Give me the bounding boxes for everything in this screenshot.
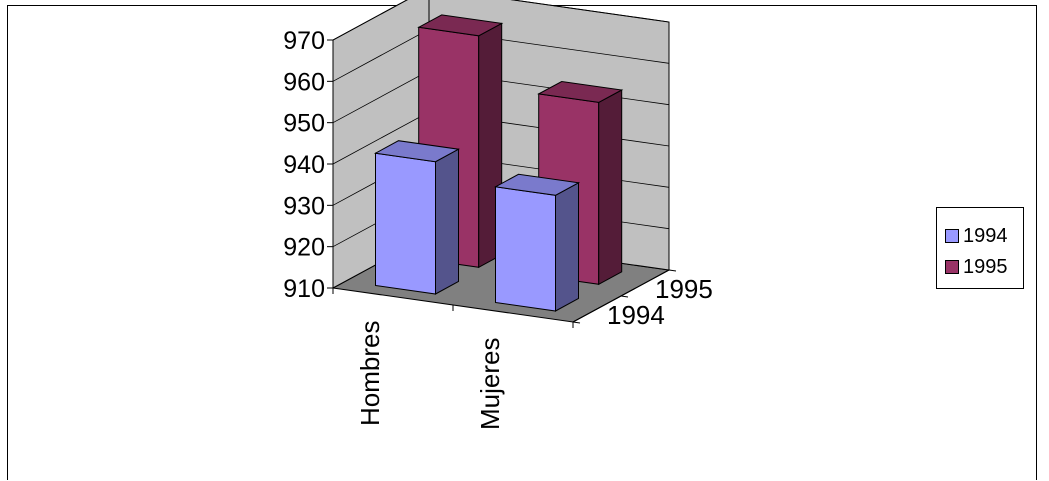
legend-swatch-0: [945, 229, 959, 243]
bar-s0-c0: [373, 140, 461, 295]
legend-label-0: 1994: [963, 224, 1008, 247]
x-category-label-1: Mujeres: [475, 338, 505, 430]
chart-legend: 1994 1995: [936, 207, 1024, 289]
y-tick-label-2: 930: [283, 192, 325, 220]
y-tick-label-1: 920: [283, 234, 325, 262]
legend-item-0: 1994: [945, 223, 1008, 249]
y-tick-label-6: 970: [283, 27, 325, 55]
bar-s1-c1-side: [598, 89, 623, 286]
y-tick-label-3: 940: [283, 151, 325, 179]
bar-s1-c0-top: [417, 14, 504, 37]
bar-s0-c0-top: [373, 140, 461, 163]
y-tick-label-5: 960: [283, 68, 325, 96]
y-tick-label-0: 910: [283, 275, 325, 303]
depth-label-1: 1995: [655, 274, 713, 304]
bar-s1-c1-top: [537, 80, 624, 103]
legend-item-1: 1995: [945, 254, 1008, 280]
legend-swatch-1: [945, 260, 959, 274]
bar-s0-c1-top: [493, 173, 581, 196]
legend-label-1: 1995: [963, 255, 1008, 278]
bar-s0-c1-front: [495, 186, 556, 312]
depth-tick-mark-0: [572, 321, 581, 324]
depth-tick-mark-2: [668, 269, 677, 272]
depth-tick-mark-1: [620, 295, 629, 298]
depth-label-0: 1994: [607, 300, 665, 330]
x-category-label-0: Hombres: [355, 321, 385, 426]
bar-s0-c0-front: [375, 152, 436, 295]
bar-s0-c0-side: [435, 148, 459, 295]
gridline-6: [332, 0, 670, 41]
bar-s0-c1-side: [555, 181, 579, 312]
bar-s0-c1: [493, 173, 581, 312]
y-tick-label-4: 950: [283, 110, 325, 138]
